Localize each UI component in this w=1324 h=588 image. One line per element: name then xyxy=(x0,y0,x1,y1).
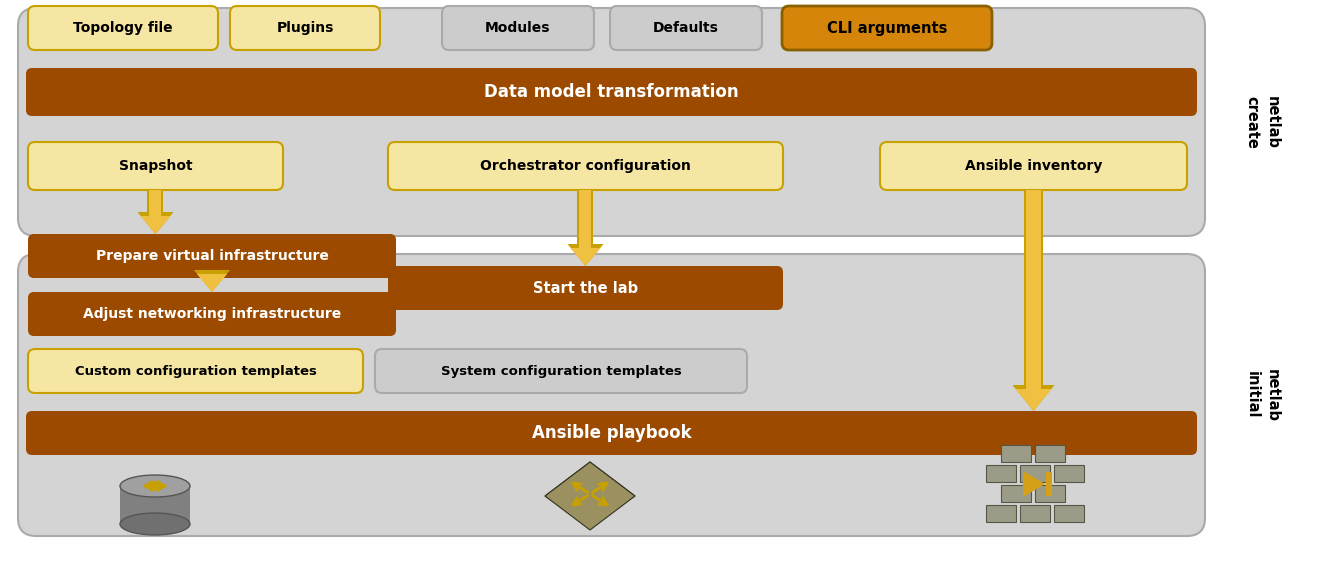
Text: Data model transformation: Data model transformation xyxy=(485,83,739,101)
Text: Adjust networking infrastructure: Adjust networking infrastructure xyxy=(83,307,342,321)
Text: Ansible playbook: Ansible playbook xyxy=(532,424,691,442)
Bar xyxy=(204,270,220,278)
Text: Orchestrator configuration: Orchestrator configuration xyxy=(481,159,691,173)
Polygon shape xyxy=(545,462,636,530)
Polygon shape xyxy=(1013,385,1054,411)
Bar xyxy=(1023,190,1043,385)
Bar xyxy=(207,274,218,278)
Bar xyxy=(1054,505,1084,522)
FancyBboxPatch shape xyxy=(388,266,782,310)
Polygon shape xyxy=(1016,389,1051,411)
Polygon shape xyxy=(571,248,601,266)
FancyBboxPatch shape xyxy=(782,6,992,50)
Polygon shape xyxy=(197,274,226,292)
FancyBboxPatch shape xyxy=(28,292,396,336)
Polygon shape xyxy=(568,244,604,266)
Bar xyxy=(1001,485,1031,502)
Polygon shape xyxy=(1023,471,1045,497)
Text: Custom configuration templates: Custom configuration templates xyxy=(74,365,316,377)
FancyBboxPatch shape xyxy=(610,6,763,50)
Text: Modules: Modules xyxy=(486,21,551,35)
Bar xyxy=(986,505,1016,522)
Bar xyxy=(1001,445,1031,462)
Text: Snapshot: Snapshot xyxy=(119,159,192,173)
FancyBboxPatch shape xyxy=(26,68,1197,116)
FancyBboxPatch shape xyxy=(19,254,1205,536)
Bar xyxy=(1019,505,1050,522)
Text: Prepare virtual infrastructure: Prepare virtual infrastructure xyxy=(95,249,328,263)
Bar xyxy=(580,190,592,248)
Bar xyxy=(1026,190,1041,389)
Bar xyxy=(147,190,163,212)
Text: netlab
create: netlab create xyxy=(1245,95,1279,149)
Text: Start the lab: Start the lab xyxy=(534,280,638,296)
Text: netlab
initial: netlab initial xyxy=(1245,369,1279,422)
Text: Ansible inventory: Ansible inventory xyxy=(965,159,1102,173)
Text: Defaults: Defaults xyxy=(653,21,719,35)
Bar xyxy=(1035,485,1064,502)
Bar xyxy=(1019,465,1050,482)
Polygon shape xyxy=(545,462,591,526)
Text: CLI arguments: CLI arguments xyxy=(826,21,947,35)
FancyBboxPatch shape xyxy=(28,349,363,393)
FancyBboxPatch shape xyxy=(28,234,396,278)
Bar xyxy=(577,190,593,244)
Text: System configuration templates: System configuration templates xyxy=(441,365,682,377)
Bar xyxy=(120,486,191,524)
FancyBboxPatch shape xyxy=(19,8,1205,236)
Polygon shape xyxy=(138,212,173,234)
Polygon shape xyxy=(140,216,171,234)
Polygon shape xyxy=(195,270,230,292)
Bar xyxy=(1035,445,1064,462)
FancyBboxPatch shape xyxy=(442,6,594,50)
Ellipse shape xyxy=(120,475,191,497)
Bar xyxy=(150,190,162,216)
Polygon shape xyxy=(591,462,636,526)
Text: Topology file: Topology file xyxy=(73,21,173,35)
Bar xyxy=(986,465,1016,482)
Text: Plugins: Plugins xyxy=(277,21,334,35)
Ellipse shape xyxy=(120,513,191,535)
FancyBboxPatch shape xyxy=(28,142,283,190)
FancyBboxPatch shape xyxy=(28,6,218,50)
FancyBboxPatch shape xyxy=(230,6,380,50)
Bar xyxy=(1054,465,1084,482)
FancyBboxPatch shape xyxy=(388,142,782,190)
FancyBboxPatch shape xyxy=(880,142,1188,190)
FancyBboxPatch shape xyxy=(375,349,747,393)
FancyBboxPatch shape xyxy=(26,411,1197,455)
Bar xyxy=(1046,472,1053,496)
